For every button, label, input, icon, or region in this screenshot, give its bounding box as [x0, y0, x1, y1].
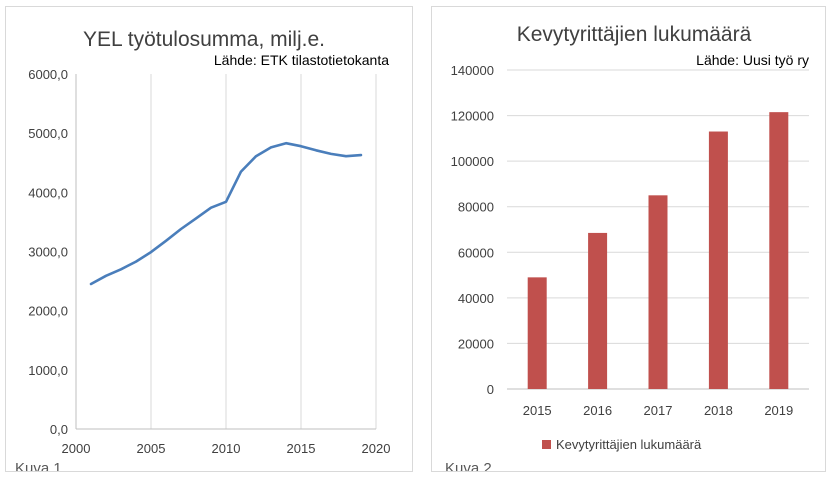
y-tick-label: 0: [487, 382, 494, 397]
y-tick-label: 20000: [458, 336, 494, 351]
x-tick-label: 2017: [644, 403, 673, 418]
bar-2017: [648, 195, 668, 389]
x-tick-label: 2015: [523, 403, 552, 418]
figure-label: Kuva 2: [445, 460, 492, 471]
x-tick-label: 2005: [137, 441, 166, 456]
bar-chart-panel: Kevytyrittäjien lukumäärä Lähde: Uusi ty…: [431, 6, 826, 472]
chart-subtitle: Lähde: ETK tilastotietokanta: [214, 52, 389, 68]
bar-2016: [588, 232, 608, 389]
y-tick-label: 1000,0: [28, 363, 68, 378]
y-tick-label: 40000: [458, 291, 494, 306]
bar-2018: [708, 131, 728, 389]
line-chart: YEL työtulosumma, milj.e. Lähde: ETK til…: [15, 28, 391, 471]
bar-2019: [769, 112, 789, 390]
chart-title: Kevytyrittäjien lukumäärä: [517, 23, 752, 46]
y-tick-label: 60000: [458, 245, 494, 260]
x-tick-label: 2015: [287, 441, 316, 456]
y-tick-label: 5000,0: [28, 126, 68, 141]
figure-label: Kuva 1: [15, 460, 62, 471]
y-tick-label: 0,0: [50, 422, 68, 437]
legend-label: Kevytyrittäjien lukumäärä: [556, 437, 702, 452]
legend-swatch: [542, 440, 551, 449]
series-line: [89, 141, 363, 286]
y-tick-label: 3000,0: [28, 245, 68, 260]
x-tick-label: 2016: [583, 403, 612, 418]
x-tick-label: 2018: [704, 403, 733, 418]
bar-2015: [527, 277, 547, 389]
chart-title: YEL työtulosumma, milj.e.: [83, 28, 325, 51]
y-tick-label: 140000: [451, 63, 494, 78]
y-tick-label: 4000,0: [28, 185, 68, 200]
x-tick-label: 2010: [212, 441, 241, 456]
x-tick-label: 2019: [764, 403, 793, 418]
chart-subtitle: Lähde: Uusi työ ry: [696, 52, 809, 68]
y-tick-label: 6000,0: [28, 67, 68, 82]
y-tick-label: 120000: [451, 109, 494, 124]
y-tick-label: 100000: [451, 154, 494, 169]
bar-chart: Kevytyrittäjien lukumäärä Lähde: Uusi ty…: [445, 23, 809, 471]
line-chart-panel: YEL työtulosumma, milj.e. Lähde: ETK til…: [5, 6, 413, 472]
x-tick-label: 2020: [362, 441, 391, 456]
y-tick-label: 2000,0: [28, 304, 68, 319]
y-tick-label: 80000: [458, 200, 494, 215]
x-tick-label: 2000: [62, 441, 91, 456]
